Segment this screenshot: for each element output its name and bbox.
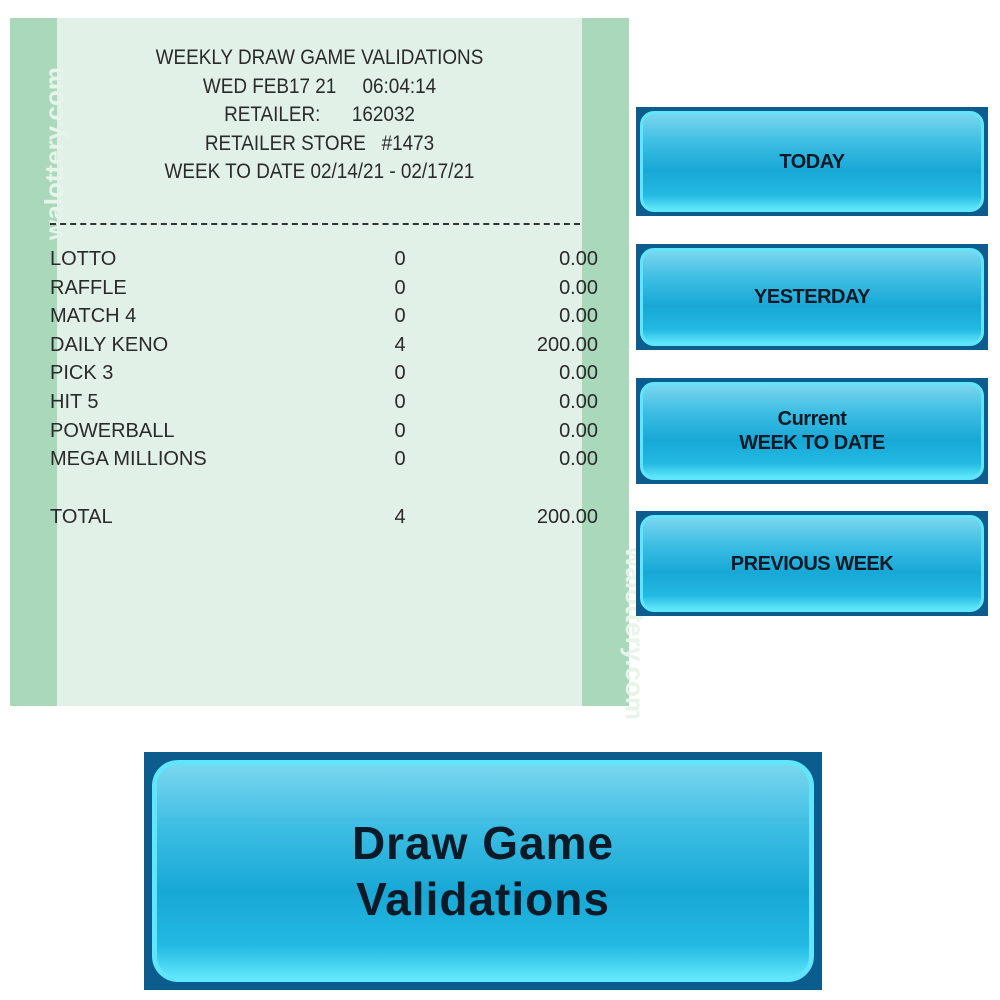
game-count: 0 — [394, 248, 406, 270]
receipt-title: WEEKLY DRAW GAME VALIDATIONS — [155, 46, 484, 69]
game-amount: 0.00 — [559, 448, 598, 471]
game-count: 0 — [394, 305, 406, 328]
game-row: RAFFLE 0 0.00 — [50, 277, 598, 305]
current-line1: Current — [777, 408, 847, 430]
game-amount: 0.00 — [559, 276, 598, 299]
total-row: TOTAL 4 200.00 — [50, 506, 598, 534]
game-count: 0 — [394, 419, 406, 442]
receipt-panel: walottery.com walottery.com WEEKLY DRAW … — [10, 18, 650, 720]
game-count: 4 — [394, 333, 406, 356]
game-amount: 0.00 — [559, 248, 598, 270]
total-label: TOTAL — [50, 506, 113, 528]
game-name: POWERBALL — [50, 419, 175, 442]
previous-week-button[interactable]: PREVIOUS WEEK — [636, 511, 988, 616]
main-line2: Validations — [356, 873, 610, 925]
game-row: LOTTO 0 0.00 — [50, 248, 598, 276]
game-name: DAILY KENO — [50, 333, 169, 356]
game-row: PICK 3 0 0.00 — [50, 362, 598, 390]
game-count: 0 — [394, 276, 406, 299]
game-amount: 0.00 — [559, 362, 598, 385]
game-amount: 0.00 — [559, 419, 598, 442]
receipt-right-band — [582, 18, 629, 706]
game-name: PICK 3 — [50, 362, 114, 385]
today-label: TODAY — [640, 111, 984, 212]
receipt-header: WEEKLY DRAW GAME VALIDATIONS WED FEB17 2… — [83, 44, 556, 187]
game-name: MATCH 4 — [50, 305, 137, 328]
game-row: DAILY KENO 4 200.00 — [50, 334, 598, 362]
main-label: Draw Game Validations — [152, 760, 814, 982]
game-name: HIT 5 — [50, 391, 99, 413]
total-count: 4 — [394, 506, 406, 528]
game-name: MEGA MILLIONS — [50, 448, 207, 471]
game-amount: 200.00 — [536, 333, 598, 356]
main-line1: Draw Game — [351, 817, 615, 869]
current-line2: WEEK TO DATE — [739, 432, 885, 454]
watermark-left: walottery.com — [38, 67, 69, 240]
yesterday-button[interactable]: YESTERDAY — [636, 244, 988, 350]
game-name: LOTTO — [50, 248, 117, 270]
game-amount: 0.00 — [559, 391, 598, 413]
previous-week-label: PREVIOUS WEEK — [640, 515, 984, 612]
current-week-to-date-button[interactable]: Current WEEK TO DATE — [636, 378, 988, 484]
game-row: POWERBALL 0 0.00 — [50, 420, 598, 448]
game-row: MEGA MILLIONS 0 0.00 — [50, 448, 598, 476]
receipt-store: RETAILER STORE #1473 — [204, 131, 435, 155]
receipt-period: WEEK TO DATE 02/14/21 - 02/17/21 — [164, 160, 475, 183]
current-week-label: Current WEEK TO DATE — [640, 382, 984, 480]
receipt-retailer: RETAILER: 162032 — [224, 103, 415, 126]
receipt-datetime: WED FEB17 21 06:04:14 — [202, 74, 437, 98]
draw-game-validations-button[interactable]: Draw Game Validations — [144, 752, 822, 990]
game-count: 0 — [394, 362, 406, 385]
yesterday-label: YESTERDAY — [640, 248, 984, 346]
game-count: 0 — [394, 448, 406, 471]
today-button[interactable]: TODAY — [636, 107, 988, 216]
total-amount: 200.00 — [536, 506, 598, 528]
game-row: HIT 5 0 0.00 — [50, 391, 598, 419]
divider — [50, 223, 580, 225]
game-count: 0 — [394, 391, 406, 413]
game-name: RAFFLE — [50, 276, 127, 299]
receipt-left-band — [10, 18, 57, 706]
game-row: MATCH 4 0 0.00 — [50, 305, 598, 333]
game-amount: 0.00 — [559, 305, 598, 328]
